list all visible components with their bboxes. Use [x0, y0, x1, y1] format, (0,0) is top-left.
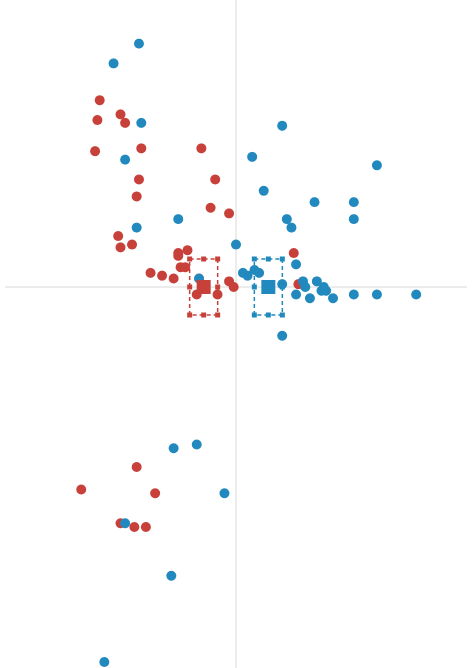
data-point-series-2 — [277, 330, 288, 341]
data-point-series-2 — [281, 214, 292, 225]
centroid-1 — [187, 256, 221, 318]
data-point-series-1 — [157, 270, 168, 281]
data-point-series-1 — [127, 239, 138, 250]
data-point-series-2 — [311, 276, 322, 287]
data-point-series-2 — [371, 160, 382, 171]
centroid-handle — [279, 312, 285, 318]
centroid-handle — [187, 312, 193, 318]
data-point-series-2 — [108, 58, 119, 69]
data-point-series-1 — [76, 484, 87, 495]
centroid-handle — [187, 256, 193, 262]
data-point-series-1 — [168, 273, 179, 284]
data-point-series-1 — [196, 143, 207, 154]
data-point-series-2 — [348, 289, 359, 300]
data-point-series-2 — [277, 120, 288, 131]
centroid-square — [196, 280, 211, 294]
data-point-series-2 — [173, 214, 184, 225]
data-point-series-2 — [286, 222, 297, 233]
data-point-series-2 — [231, 239, 241, 250]
data-point-series-1 — [131, 462, 142, 472]
centroid-handle — [279, 256, 285, 262]
centroid-handle — [215, 284, 221, 290]
data-point-series-2 — [168, 443, 179, 454]
data-point-series-1 — [113, 231, 124, 242]
data-point-series-2 — [131, 222, 142, 233]
data-point-series-1 — [180, 262, 191, 273]
data-point-series-1 — [131, 191, 142, 202]
data-point-series-2 — [242, 270, 253, 281]
data-point-series-2 — [166, 570, 177, 581]
data-points — [76, 38, 422, 667]
data-point-series-1 — [150, 488, 161, 499]
centroid-handle — [251, 284, 257, 290]
data-point-series-1 — [145, 267, 156, 278]
data-point-series-2 — [254, 267, 265, 278]
data-point-series-1 — [133, 174, 144, 185]
centroid-handle — [265, 312, 271, 318]
centroid-handle — [251, 312, 257, 318]
data-point-series-1 — [92, 115, 103, 126]
data-point-series-2 — [219, 488, 230, 499]
centroid-square — [261, 280, 276, 294]
data-point-series-2 — [99, 657, 110, 667]
data-point-series-2 — [300, 282, 311, 292]
data-point-series-2 — [316, 285, 327, 296]
data-point-series-1 — [115, 109, 126, 120]
centroid-handle — [201, 256, 207, 262]
data-point-series-1 — [115, 242, 126, 253]
data-point-series-1 — [136, 143, 147, 154]
data-point-series-1 — [182, 245, 193, 256]
data-point-series-2 — [348, 214, 359, 225]
data-point-series-1 — [129, 522, 140, 532]
data-point-series-2 — [191, 439, 202, 450]
data-point-series-1 — [173, 250, 184, 261]
data-point-series-1 — [90, 146, 101, 157]
data-point-series-2 — [371, 289, 382, 300]
data-point-series-2 — [258, 185, 269, 196]
centroid-handle — [201, 312, 207, 318]
data-point-series-2 — [304, 293, 315, 304]
centroid-handle — [187, 284, 193, 290]
data-point-series-1 — [94, 95, 105, 106]
centroid-handle — [265, 256, 271, 262]
centroid-2 — [251, 256, 285, 318]
data-point-series-2 — [291, 259, 302, 270]
data-point-series-1 — [288, 248, 299, 259]
zero-lines — [5, 0, 467, 668]
centroid-handle — [215, 256, 221, 262]
centroid-handle — [215, 312, 221, 318]
data-point-series-1 — [210, 174, 221, 185]
data-point-series-2 — [309, 197, 320, 208]
data-point-series-2 — [291, 289, 302, 300]
data-point-series-1 — [140, 522, 151, 532]
data-point-series-1 — [205, 202, 216, 213]
data-point-series-2 — [120, 518, 131, 529]
data-point-series-2 — [136, 117, 147, 128]
data-point-series-2 — [247, 151, 258, 162]
centroid-handle — [279, 284, 285, 290]
data-point-series-2 — [328, 293, 339, 304]
data-point-series-2 — [348, 197, 359, 208]
centroid-handle — [251, 256, 257, 262]
data-point-series-2 — [133, 38, 144, 49]
data-point-series-1 — [228, 282, 239, 292]
data-point-series-2 — [120, 154, 131, 165]
data-point-series-2 — [411, 289, 422, 300]
data-point-series-1 — [120, 117, 131, 128]
data-point-series-1 — [224, 208, 235, 219]
centroid-markers — [187, 256, 285, 318]
